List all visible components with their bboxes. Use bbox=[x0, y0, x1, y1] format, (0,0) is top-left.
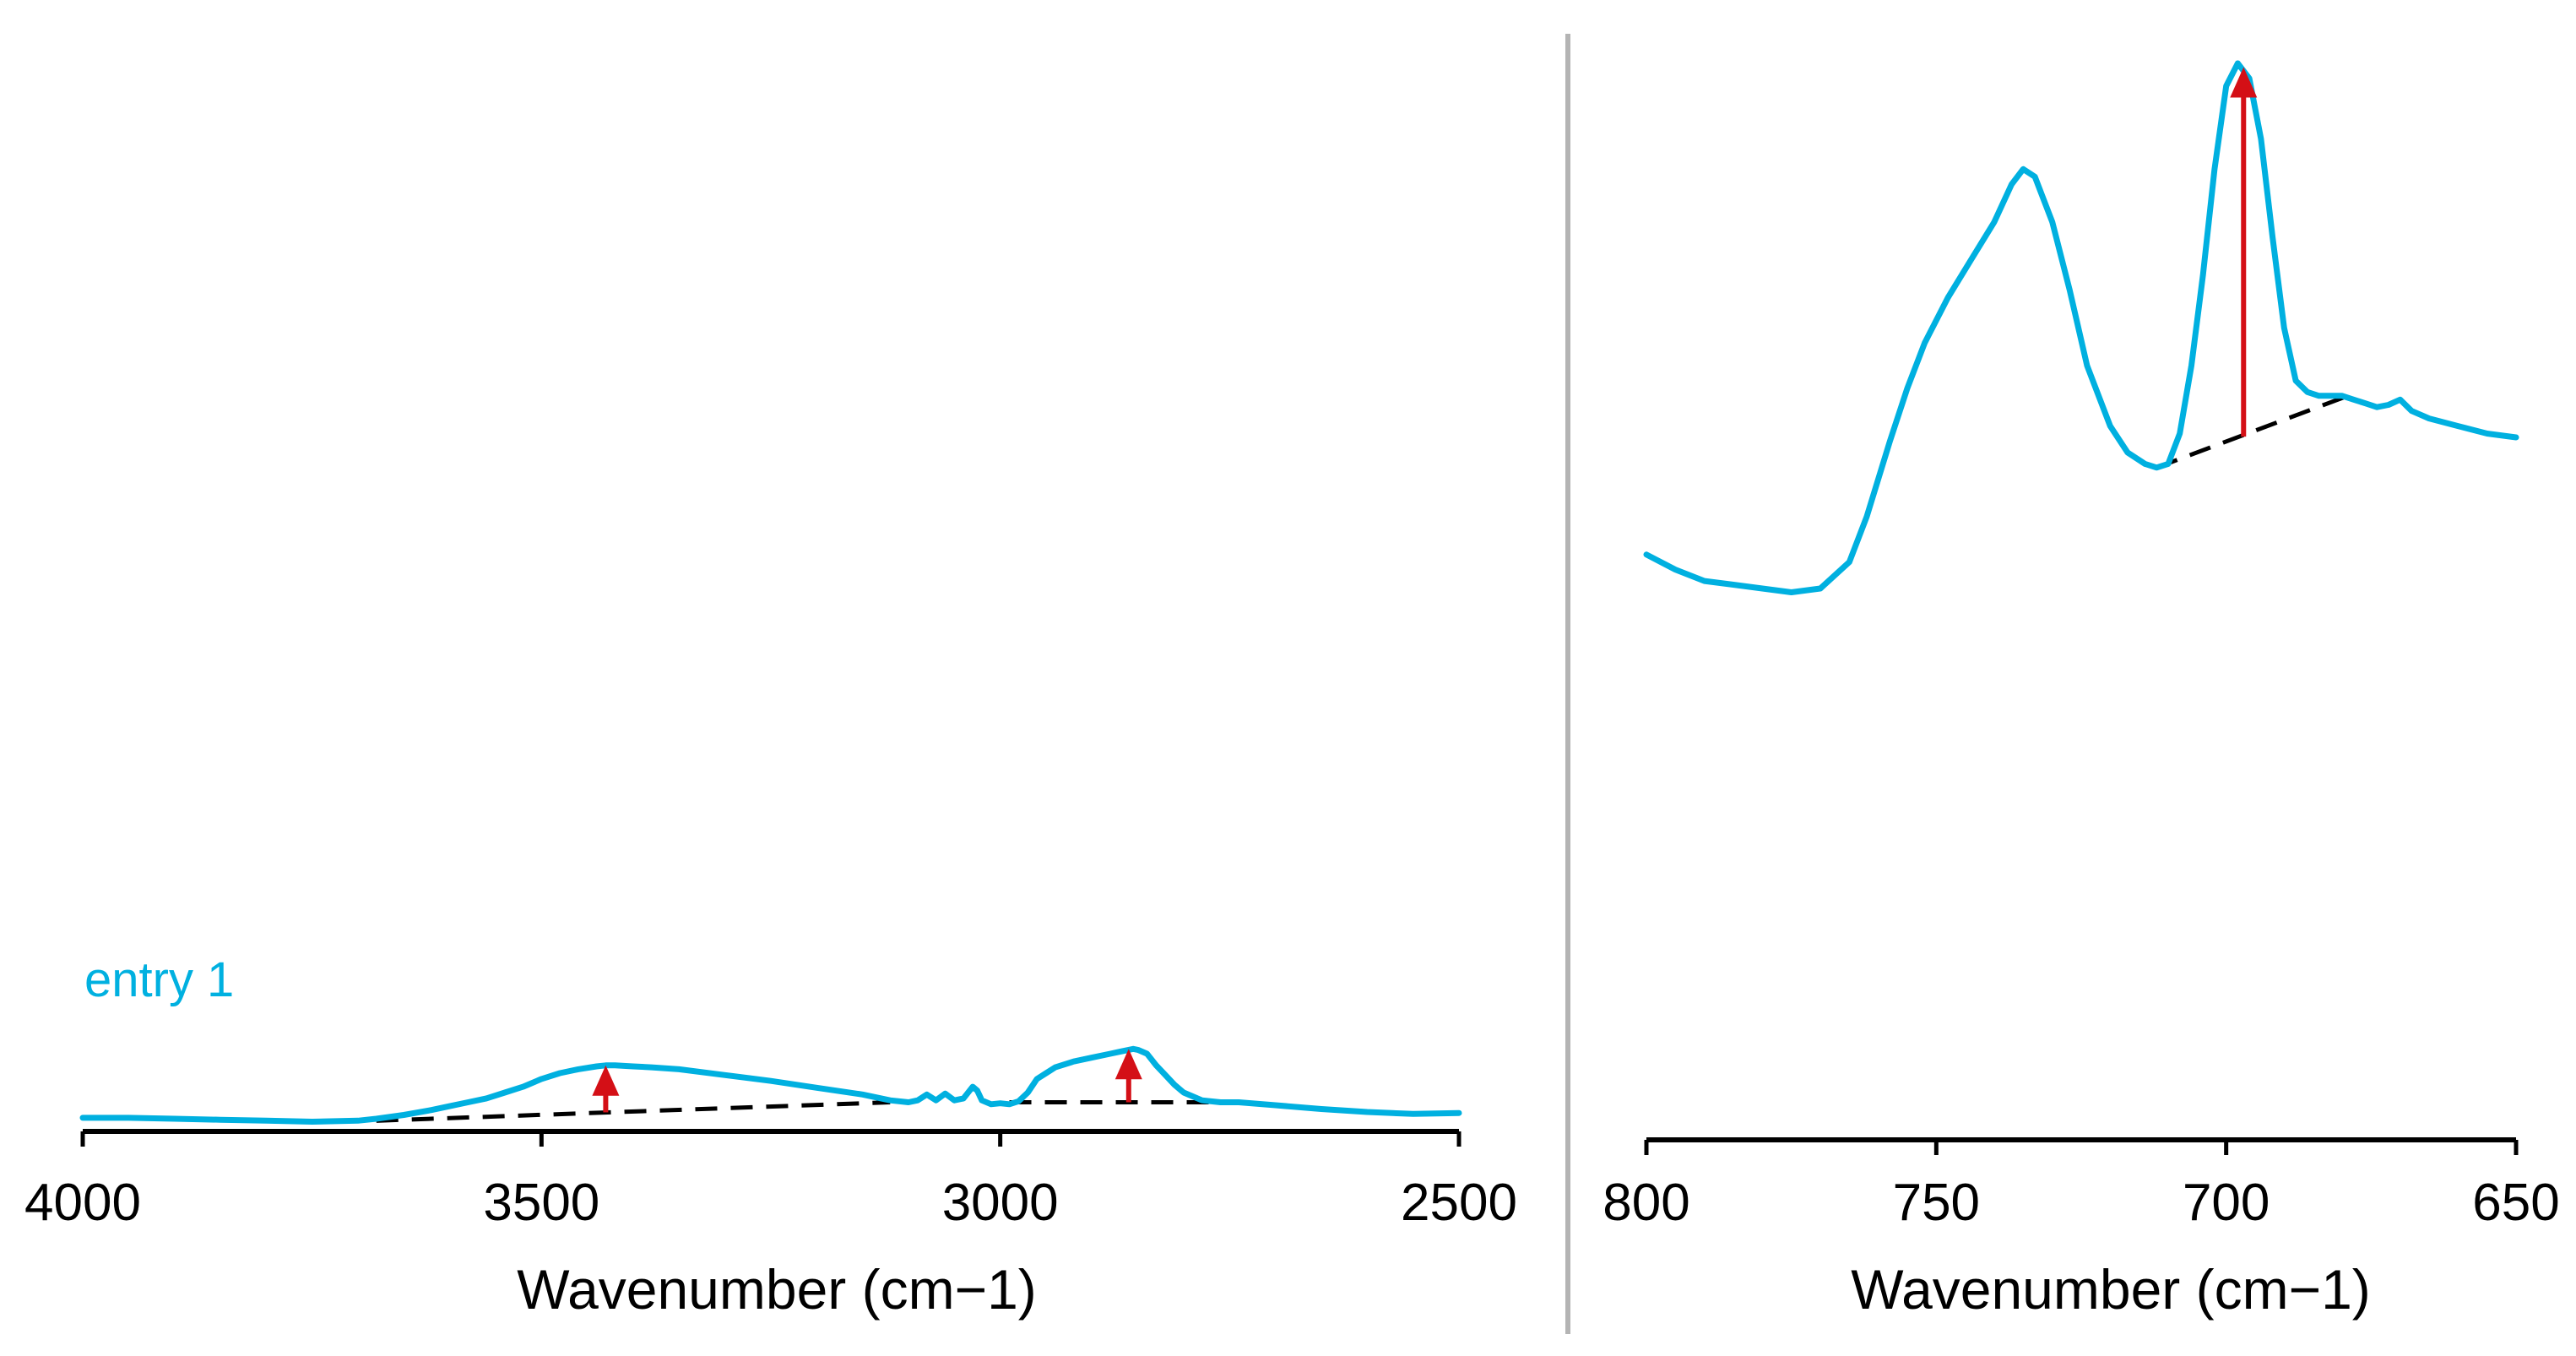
right-tick-label-750: 750 bbox=[1893, 1174, 1980, 1232]
left-tick-label-3500: 3500 bbox=[483, 1174, 599, 1232]
right-tick-label-800: 800 bbox=[1603, 1174, 1689, 1232]
left-x-axis-title: Wavenumber (cm−1) bbox=[517, 1258, 1037, 1321]
left-tick-label-4000: 4000 bbox=[24, 1174, 141, 1232]
right-arrows bbox=[2230, 67, 2258, 437]
right-tick-label-650: 650 bbox=[2472, 1174, 2559, 1232]
right-spectrum-line bbox=[1643, 60, 2519, 595]
left-arrow-head-1 bbox=[592, 1065, 620, 1096]
left-tick-label-3000: 3000 bbox=[942, 1174, 1059, 1232]
left-arrows bbox=[592, 1049, 1142, 1113]
left-arrow-head-2 bbox=[1114, 1049, 1142, 1080]
left-baselines bbox=[376, 1100, 1230, 1123]
left-panel: entry 1 4000 3500 3000 2500 Wavenumber (… bbox=[24, 952, 1517, 1321]
right-x-axis-title: Wavenumber (cm−1) bbox=[1851, 1258, 2371, 1321]
left-x-ticks bbox=[80, 1131, 1462, 1147]
right-tick-label-700: 700 bbox=[2183, 1174, 2270, 1232]
left-baseline-1 bbox=[376, 1100, 891, 1123]
right-x-ticks bbox=[1644, 1140, 2519, 1155]
right-arrow-head-1 bbox=[2230, 67, 2258, 98]
left-tick-label-2500: 2500 bbox=[1401, 1174, 1517, 1232]
left-spectrum-line bbox=[79, 1045, 1462, 1125]
left-series-annotation: entry 1 bbox=[84, 952, 234, 1007]
right-panel: 800 750 700 650 Wavenumber (cm−1) bbox=[1603, 60, 2560, 1321]
